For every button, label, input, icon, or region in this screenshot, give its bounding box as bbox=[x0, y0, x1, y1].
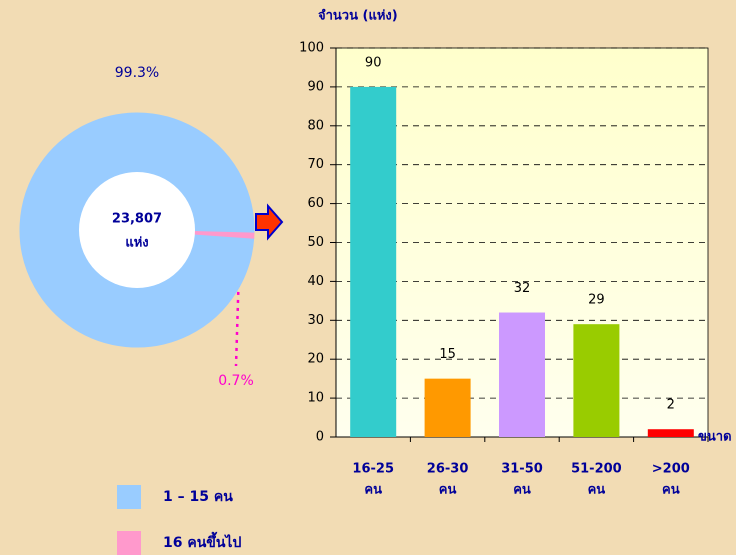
value-label: 99.3% bbox=[115, 65, 159, 81]
y-tick-label: 90 bbox=[307, 79, 324, 94]
value-label: 2 bbox=[667, 398, 675, 413]
x-tick-label: 31-50 bbox=[501, 462, 543, 477]
legend-label: 1 – 15 คน bbox=[163, 489, 233, 505]
y-tick-label: 60 bbox=[307, 196, 324, 211]
y-tick-label: 20 bbox=[307, 352, 324, 367]
arrow bbox=[255, 203, 284, 241]
x-tick-label: คน bbox=[513, 483, 531, 498]
y-tick-label: 0 bbox=[316, 430, 324, 445]
y-axis-label: จำนวน (แห่ง) bbox=[318, 8, 398, 24]
y-tick-label: 30 bbox=[307, 313, 324, 328]
value-label: 90 bbox=[365, 55, 382, 70]
x-tick-label: 51-200 bbox=[571, 462, 622, 477]
legend-label: 16 คนขึ้นไป bbox=[163, 531, 241, 551]
x-tick-label: 16-25 bbox=[352, 462, 394, 477]
center-label: 23,807 bbox=[112, 212, 162, 227]
y-tick-label: 40 bbox=[307, 274, 324, 289]
bar bbox=[647, 429, 694, 437]
y-tick-label: 10 bbox=[307, 391, 324, 406]
value-label: 29 bbox=[588, 293, 605, 308]
x-tick-label: 26-30 bbox=[427, 462, 469, 477]
x-tick-label: >200 bbox=[652, 462, 690, 477]
y-tick-label: 50 bbox=[307, 235, 324, 250]
center-label: แห่ง bbox=[125, 236, 148, 251]
x-tick-label: คน bbox=[662, 483, 680, 498]
value-label: 15 bbox=[439, 347, 456, 362]
y-tick-label: 80 bbox=[307, 118, 324, 133]
x-tick-label: คน bbox=[439, 483, 457, 498]
x-tick-label: คน bbox=[364, 483, 382, 498]
value-label: 0.7% bbox=[218, 373, 254, 389]
leader-line bbox=[234, 235, 242, 367]
legend-swatch bbox=[117, 485, 141, 509]
bar bbox=[573, 324, 620, 437]
y-tick-label: 100 bbox=[299, 41, 324, 56]
x-axis-label: ขนาด bbox=[698, 430, 732, 445]
x-tick-label: คน bbox=[588, 483, 606, 498]
legend-swatch bbox=[117, 531, 141, 555]
donut-hole bbox=[79, 172, 195, 288]
bar bbox=[350, 86, 397, 438]
y-tick-label: 70 bbox=[307, 157, 324, 172]
bar bbox=[424, 378, 471, 437]
value-label: 32 bbox=[514, 281, 531, 296]
bar bbox=[499, 312, 545, 437]
